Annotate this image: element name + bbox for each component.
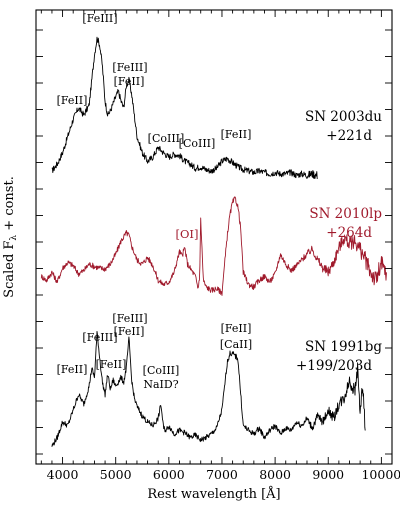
line-annotation: [FeII] — [57, 363, 88, 376]
line-annotation: [OI] — [176, 227, 199, 241]
sn-epoch-label: +221d — [326, 128, 372, 144]
sn-epoch-label: +199/203d — [296, 358, 372, 374]
spectrum-line-2 — [40, 196, 387, 296]
line-annotation: [FeIII] — [112, 61, 147, 74]
x-axis-ticks: 4000 5000 6000 7000 8000 9000 10000 — [40, 10, 400, 482]
line-annotation: [FeIII] — [82, 331, 117, 344]
x-tick-label: 7000 — [206, 467, 238, 482]
x-axis-label: Rest wavelength [Å] — [147, 486, 280, 502]
line-annotation: [FeII] — [221, 128, 252, 141]
x-tick-label: 10000 — [361, 467, 400, 482]
plot-frame — [35, 9, 393, 465]
line-annotation: [FeII] — [96, 358, 127, 371]
sn-epoch-label: +264d — [326, 225, 372, 241]
line-annotation: [FeII] — [57, 94, 88, 107]
line-annotations: [FeIII][FeII][FeIII][FeII][CoIII][CoIII]… — [57, 12, 253, 391]
sn-name-label: SN 2003du — [305, 109, 382, 125]
line-annotation: [FeIII] — [112, 312, 147, 325]
supernova-labels: SN 2003du +221d SN 2010lp +264d SN 1991bg +19… — [296, 109, 382, 374]
spectrum-line-3 — [51, 330, 366, 447]
x-tick-label: 6000 — [153, 467, 185, 482]
line-annotation: [CoIII] — [143, 364, 180, 377]
spectrum-line-1 — [51, 36, 318, 180]
y-axis-ticks — [36, 29, 392, 455]
line-annotation: [CoIII] — [148, 132, 185, 145]
line-annotation: [FeII] — [114, 325, 145, 338]
x-tick-label: 8000 — [259, 467, 291, 482]
x-tick-label: 5000 — [100, 467, 132, 482]
line-annotation: [CoIII] — [179, 137, 216, 150]
spectra-group — [40, 36, 387, 447]
line-annotation: [FeIII] — [82, 12, 117, 25]
line-annotation: [FeII] — [221, 322, 252, 335]
x-tick-label: 4000 — [47, 467, 79, 482]
sn-name-label: SN 2010lp — [309, 206, 382, 222]
x-tick-label: 9000 — [312, 467, 344, 482]
line-annotation: [FeII] — [114, 75, 145, 88]
y-axis-label: Scaled Fλ + const. — [2, 176, 19, 298]
sn-name-label: SN 1991bg — [305, 339, 382, 355]
line-annotation: NaID? — [143, 378, 178, 391]
line-annotation: [CaII] — [220, 338, 252, 351]
